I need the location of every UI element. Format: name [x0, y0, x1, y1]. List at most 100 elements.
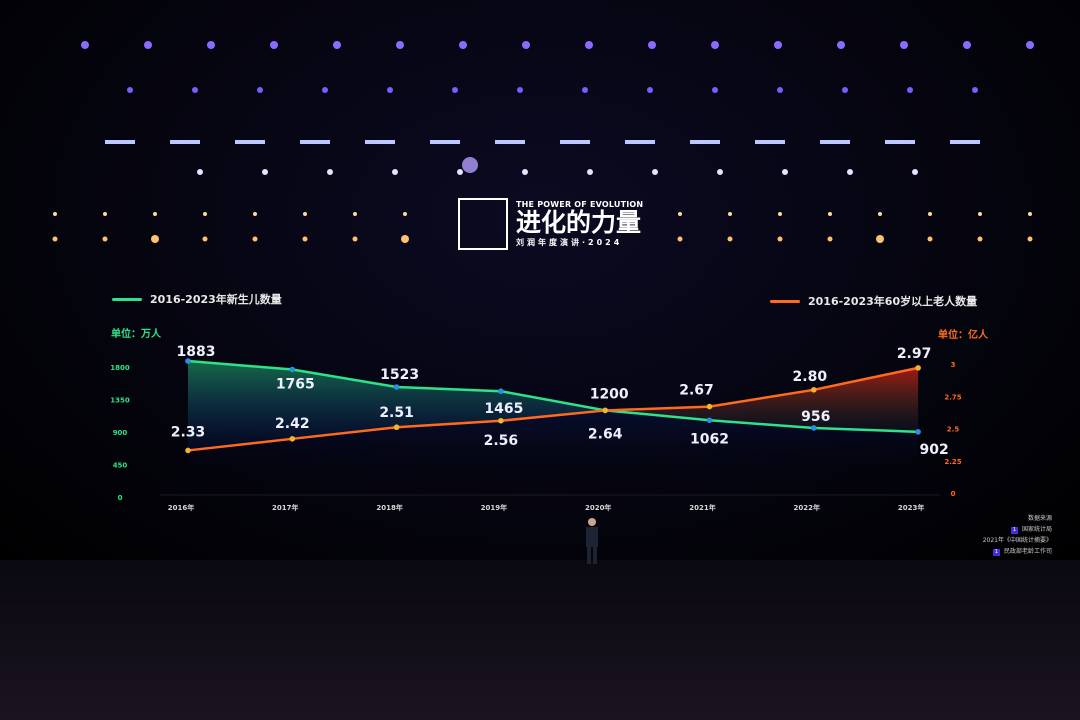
elderly-data-label: 2.51	[379, 405, 414, 421]
x-tick-label: 2023年	[898, 503, 924, 512]
elderly-data-label: 2.33	[171, 424, 206, 440]
stage-light	[827, 236, 833, 242]
x-tick-label: 2016年	[168, 503, 194, 512]
stage-light	[963, 41, 971, 49]
stage-light	[727, 236, 733, 242]
stage-light	[972, 87, 978, 93]
stage-light	[677, 236, 683, 242]
stage-light	[103, 212, 107, 216]
chart: 1883 1765 1523 1465 1200 1062 956 902 2.33 2.42 2.…	[110, 344, 962, 512]
stage-light	[452, 87, 458, 93]
stage-light	[401, 235, 409, 243]
right-axis-tick: 2.25	[944, 458, 961, 466]
stage-light	[459, 41, 467, 49]
stage-light	[102, 236, 108, 242]
x-tick-label: 2019年	[481, 503, 507, 512]
stage-light	[678, 212, 682, 216]
elderly-area	[605, 367, 919, 432]
x-tick-label: 2022年	[794, 503, 820, 512]
births-data-label: 1465	[484, 401, 523, 417]
stage-light	[203, 212, 207, 216]
stage-light	[648, 41, 656, 49]
legend-births: 2016-2023年新生儿数量	[112, 291, 282, 307]
stage-light	[153, 212, 157, 216]
stage-light	[192, 87, 198, 93]
births-point	[811, 425, 817, 431]
stage-light	[977, 236, 983, 242]
left-axis-tick: 1800	[110, 364, 130, 372]
stage-light	[847, 169, 853, 175]
stage-light	[495, 140, 525, 144]
stage-light	[322, 87, 328, 93]
source-item: 国家统计局	[1021, 526, 1052, 533]
stage-light	[365, 140, 395, 144]
stage-light	[755, 140, 785, 144]
elderly-data-label: 2.42	[275, 416, 310, 432]
right-axis-unit: 单位：亿人	[938, 330, 988, 341]
stage-light	[430, 140, 460, 144]
stage-light	[587, 169, 593, 175]
births-line	[187, 359, 919, 434]
elderly-data-label: 2.97	[897, 346, 932, 362]
births-data-label: 1200	[590, 386, 629, 402]
elderly-point	[393, 424, 400, 431]
bird-logo-icon	[458, 198, 508, 250]
stage-light	[253, 212, 257, 216]
stage-lights	[52, 41, 1034, 243]
stage-light	[950, 140, 980, 144]
stage-light	[876, 235, 884, 243]
stage-light	[820, 140, 850, 144]
stage-light	[978, 212, 982, 216]
elderly-point	[602, 407, 608, 414]
elderly-data-label: 2.56	[484, 433, 519, 449]
right-axis-tick: 3	[951, 361, 956, 369]
stage-light	[207, 41, 215, 49]
source-item: 民政部老龄工作司	[1003, 548, 1052, 555]
logo-english: THE POWER OF EVOLUTION	[516, 200, 644, 209]
legend-elderly: 2016-2023年60岁以上老人数量	[770, 293, 977, 309]
stage-light	[392, 169, 398, 175]
right-axis-tick: 2.5	[947, 426, 960, 434]
stage-light	[728, 212, 732, 216]
stage-light	[774, 41, 782, 49]
speaker	[586, 518, 598, 564]
stage-light	[333, 41, 341, 49]
stage-light	[257, 87, 263, 93]
stage-light	[1027, 236, 1033, 242]
source-title: 数据来源	[1027, 515, 1052, 522]
audience	[0, 560, 1080, 720]
logo-subtitle: 刘润年度演讲·2024	[516, 238, 623, 247]
stage-light	[327, 169, 333, 175]
stage-light	[270, 41, 278, 49]
stage-light	[582, 87, 588, 93]
elderly-point	[498, 417, 504, 424]
stage-light	[842, 87, 848, 93]
stage-light	[396, 41, 404, 49]
stage-light	[105, 140, 135, 144]
births-point	[185, 358, 191, 364]
data-source: 数据来源 1 国家统计局 2021年《中国统计摘要》 1 民政部老龄工作司	[982, 515, 1052, 556]
stage-light	[782, 169, 788, 175]
births-data-label: 1765	[276, 377, 315, 393]
stage-light	[353, 212, 357, 216]
stage-light	[303, 212, 307, 216]
elderly-line	[187, 366, 919, 452]
left-axis-unit: 单位：万人	[111, 329, 161, 340]
stage-light	[900, 41, 908, 49]
stage-light	[300, 140, 330, 144]
stage-light	[197, 169, 203, 175]
x-tick-label: 2020年	[585, 503, 611, 512]
left-axis-tick: 0	[118, 494, 123, 502]
legend-swatch	[770, 299, 800, 303]
legend-label: 2016-2023年新生儿数量	[150, 293, 282, 306]
stage-light	[144, 41, 152, 49]
stage-light	[522, 169, 528, 175]
event-logo: THE POWER OF EVOLUTION 进化的力量 刘润年度演讲·2024	[458, 198, 643, 250]
births-point	[498, 388, 504, 394]
stage-light	[252, 236, 258, 242]
stage-light	[828, 212, 832, 216]
x-tick-label: 2018年	[376, 503, 402, 512]
elderly-data-label: 2.80	[793, 369, 828, 385]
legend-label: 2016-2023年60岁以上老人数量	[808, 295, 978, 308]
